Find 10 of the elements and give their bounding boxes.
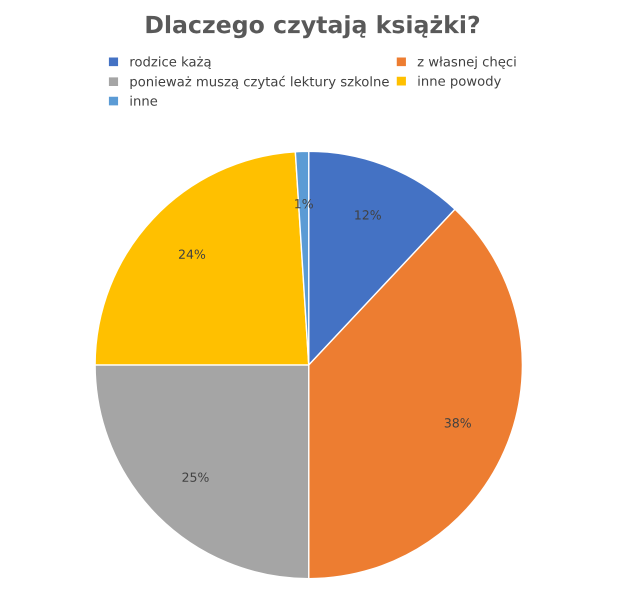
legend-label: inne powody bbox=[418, 76, 501, 88]
data-label: 25% bbox=[182, 472, 209, 482]
legend-label: inne bbox=[130, 96, 158, 106]
data-label: 38% bbox=[444, 418, 471, 428]
data-label: 12% bbox=[355, 210, 381, 220]
legend-label: ponieważ muszą czytać lektury szkolne bbox=[130, 76, 389, 90]
legend-label: rodzice każą bbox=[130, 56, 211, 69]
data-label: 24% bbox=[178, 249, 206, 259]
chart-title: Dlaczego czytają książki? bbox=[146, 15, 480, 38]
legend-label: z własnej chęci bbox=[418, 56, 516, 70]
